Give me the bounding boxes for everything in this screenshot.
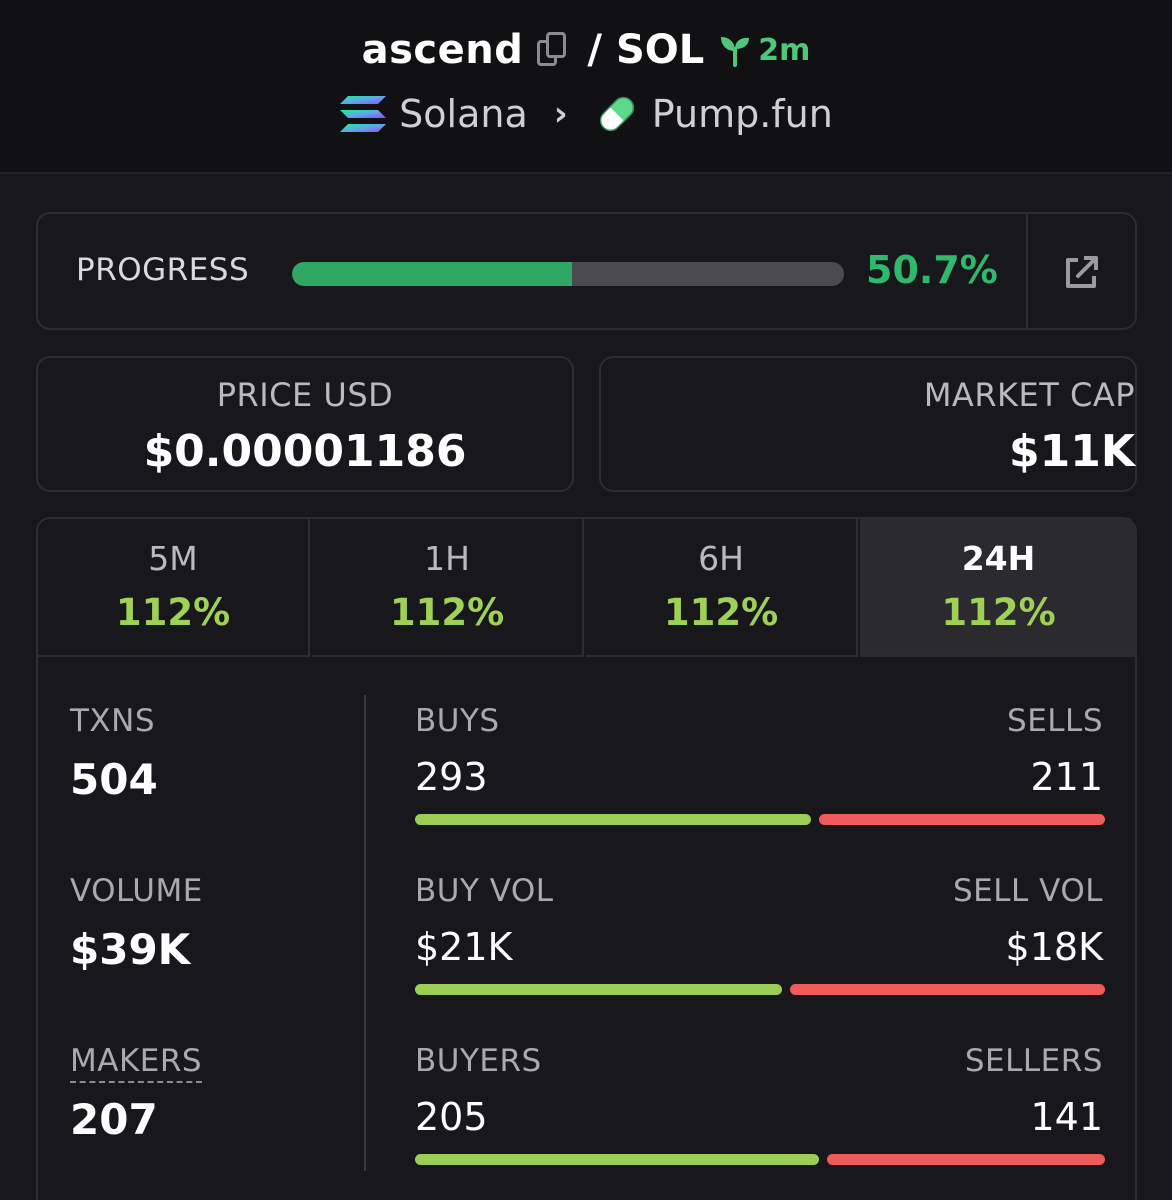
- tab-change: 112%: [389, 591, 505, 634]
- sellers-value: 141: [1030, 1095, 1103, 1139]
- volume-label: VOLUME: [70, 873, 203, 909]
- pill-icon[interactable]: [594, 91, 640, 137]
- quote-token: SOL: [615, 27, 705, 73]
- sellers-label: SELLERS: [964, 1043, 1103, 1079]
- buyers-label: BUYERS: [415, 1043, 542, 1079]
- sell-vol-label: SELL VOL: [953, 873, 1103, 909]
- sells-bar: [819, 814, 1105, 825]
- tab-label: 5M: [148, 539, 198, 578]
- progress-percent: 50.7%: [866, 248, 998, 292]
- price-usd-label: PRICE USD: [216, 376, 394, 414]
- sells-label: SELLS: [1007, 703, 1103, 739]
- market-cap-card: MARKET CAP $11K: [599, 356, 1137, 492]
- price-usd-card: PRICE USD $0.00001186: [36, 356, 574, 492]
- tab-label: 6H: [698, 539, 744, 578]
- tab-1h[interactable]: 1H 112%: [312, 519, 584, 657]
- external-link-icon[interactable]: [1062, 254, 1100, 292]
- title-row: ascend / SOL 2m: [0, 24, 1172, 76]
- tab-5m[interactable]: 5M 112%: [38, 519, 310, 657]
- buys-bar: [415, 814, 811, 825]
- buy-vol-label: BUY VOL: [415, 873, 554, 909]
- tab-label: 24H: [961, 539, 1036, 578]
- divider: [1026, 214, 1028, 328]
- pair-age-text: 2m: [758, 32, 811, 68]
- sellers-bar: [827, 1154, 1105, 1165]
- progress-bar-fill: [292, 262, 572, 286]
- tab-label: 1H: [424, 539, 470, 578]
- tab-change: 112%: [115, 591, 231, 634]
- dex-link[interactable]: Pump.fun: [651, 92, 833, 136]
- txns-value: 504: [70, 755, 158, 804]
- token-header: ascend / SOL 2m: [0, 0, 1172, 174]
- txns-label: TXNS: [70, 703, 156, 739]
- column-divider: [364, 695, 366, 1171]
- sprout-icon: [721, 37, 750, 67]
- makers-value: 207: [70, 1095, 158, 1144]
- sells-value: 211: [1030, 755, 1103, 799]
- sell-vol-value: $18K: [1005, 925, 1103, 969]
- buyers-bar: [415, 1154, 819, 1165]
- buys-label: BUYS: [415, 703, 500, 739]
- tab-change: 112%: [941, 591, 1056, 634]
- market-cap-value: $11K: [1009, 426, 1135, 477]
- chevron-right-icon: ›: [553, 94, 568, 134]
- token-name: ascend: [361, 27, 524, 73]
- tab-24h[interactable]: 24H 112%: [860, 519, 1137, 657]
- progress-bar: [292, 262, 844, 286]
- makers-label[interactable]: MAKERS: [70, 1043, 203, 1083]
- buy-vol-value: $21K: [415, 925, 513, 969]
- volume-value: $39K: [70, 925, 191, 974]
- tab-6h[interactable]: 6H 112%: [586, 519, 858, 657]
- pair-age: 2m: [718, 33, 810, 68]
- solana-logo-icon[interactable]: [339, 94, 387, 134]
- sell-vol-bar: [790, 984, 1105, 995]
- buy-vol-bar: [415, 984, 782, 995]
- bonding-progress-card: PROGRESS 50.7%: [36, 212, 1137, 330]
- breadcrumb: Solana › Pump.fun: [0, 86, 1172, 142]
- stats-card: 5M 112% 1H 112% 6H 112% 24H 112% TXNS 50…: [36, 517, 1137, 1200]
- tab-change: 112%: [663, 591, 779, 634]
- market-cap-label: MARKET CAP: [923, 376, 1135, 414]
- buyers-value: 205: [415, 1095, 488, 1139]
- pair-separator: /: [587, 27, 602, 73]
- progress-label: PROGRESS: [76, 252, 250, 288]
- chain-link[interactable]: Solana: [399, 92, 528, 136]
- copy-icon[interactable]: [537, 32, 567, 68]
- price-usd-value: $0.00001186: [143, 426, 467, 477]
- buys-value: 293: [415, 755, 488, 799]
